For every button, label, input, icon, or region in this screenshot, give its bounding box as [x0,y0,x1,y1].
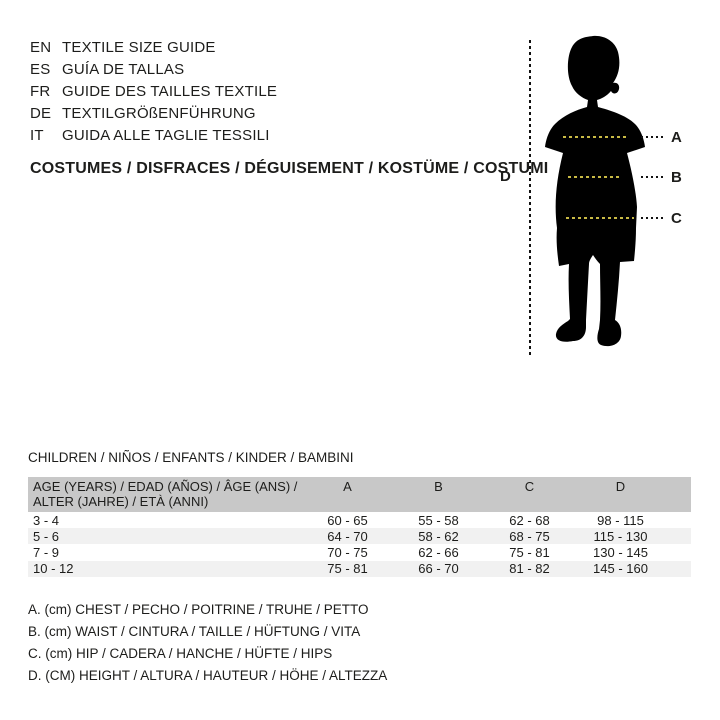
hip-cell: 81 - 82 [509,561,550,577]
chest-dash-line [563,136,627,138]
age-cell: 7 - 9 [33,544,60,560]
chest-callout-line [641,136,665,138]
age-cell: 5 - 6 [33,528,60,544]
measurement-legend: A. (cm) CHEST / PECHO / POITRINE / TRUHE… [28,599,387,687]
hip-cell: 75 - 81 [509,544,550,560]
height-cell: 145 - 160 [593,561,648,577]
language-code: DE [30,104,52,122]
table-row: 10 - 12 75 - 81 66 - 70 81 - 82 145 - 16… [28,560,691,577]
column-header-a: A [343,479,352,494]
hip-dash-line [566,217,634,219]
chest-measure-label: A [671,129,682,146]
hip-cell: 68 - 75 [509,528,550,544]
height-dotted-line [529,40,531,356]
column-header-c: C [524,479,535,494]
language-label: TEXTILGRÖßENFÜHRUNG [62,104,256,122]
waist-callout-line [641,176,665,178]
age-cell: 3 - 4 [33,512,60,528]
measurement-diagram: D A B C [500,35,682,356]
height-measure-label: D [500,168,511,185]
language-code: EN [30,38,52,56]
chest-cell: 64 - 70 [327,528,368,544]
table-row: 3 - 4 60 - 65 55 - 58 62 - 68 98 - 115 [28,512,691,528]
language-row-es: ES GUÍA DE TALLAS [30,58,277,80]
language-guide-list: EN TEXTILE SIZE GUIDE ES GUÍA DE TALLAS … [30,36,277,146]
column-header-d: D [615,479,626,494]
language-row-de: DE TEXTILGRÖßENFÜHRUNG [30,102,277,124]
size-table: AGE (YEARS) / EDAD (AÑOS) / ÂGE (ANS) / … [28,477,691,577]
waist-cell: 66 - 70 [418,561,459,577]
legend-height: D. (CM) HEIGHT / ALTURA / HAUTEUR / HÖHE… [28,668,388,683]
column-header-b: B [434,479,443,494]
table-section-title: CHILDREN / NIÑOS / ENFANTS / KINDER / BA… [28,450,354,465]
hip-measure-label: C [671,210,682,227]
chest-cell: 70 - 75 [327,544,368,560]
language-code: ES [30,60,51,78]
waist-cell: 58 - 62 [418,528,459,544]
height-cell: 130 - 145 [593,544,648,560]
waist-cell: 62 - 66 [418,544,459,560]
waist-cell: 55 - 58 [418,512,459,528]
height-cell: 98 - 115 [597,512,644,528]
language-code: FR [30,82,51,100]
table-row: 7 - 9 70 - 75 62 - 66 75 - 81 130 - 145 [28,544,691,560]
language-label: GUÍA DE TALLAS [62,60,185,78]
language-label: TEXTILE SIZE GUIDE [62,38,216,56]
waist-measure-label: B [671,169,682,186]
table-row: 5 - 6 64 - 70 58 - 62 68 - 75 115 - 130 [28,528,691,545]
age-header-line1: AGE (YEARS) / EDAD (AÑOS) / ÂGE (ANS) / [33,479,298,494]
hip-callout-line [641,217,665,219]
category-title: COSTUMES / DISFRACES / DÉGUISEMENT / KOS… [30,160,549,177]
language-row-it: IT GUIDA ALLE TAGLIE TESSILI [30,124,277,146]
language-label: GUIDE DES TAILLES TEXTILE [62,82,278,100]
child-silhouette [545,35,645,347]
height-cell: 115 - 130 [593,528,648,544]
age-header-line2: ALTER (JAHRE) / ETÀ (ANNI) [33,494,209,509]
age-column-header: AGE (YEARS) / EDAD (AÑOS) / ÂGE (ANS) / … [33,479,302,509]
age-cell: 10 - 12 [33,561,74,577]
chest-cell: 60 - 65 [327,512,368,528]
hip-cell: 62 - 68 [509,512,550,528]
legend-hip: C. (cm) HIP / CADERA / HANCHE / HÜFTE / … [28,646,333,661]
language-row-en: EN TEXTILE SIZE GUIDE [30,36,277,58]
legend-waist: B. (cm) WAIST / CINTURA / TAILLE / HÜFTU… [28,624,361,639]
size-table-header: AGE (YEARS) / EDAD (AÑOS) / ÂGE (ANS) / … [28,477,691,512]
chest-cell: 75 - 81 [327,561,368,577]
language-label: GUIDA ALLE TAGLIE TESSILI [62,126,270,144]
waist-dash-line [568,176,622,178]
language-row-fr: FR GUIDE DES TAILLES TEXTILE [30,80,277,102]
legend-chest: A. (cm) CHEST / PECHO / POITRINE / TRUHE… [28,602,369,617]
language-code: IT [30,126,44,144]
